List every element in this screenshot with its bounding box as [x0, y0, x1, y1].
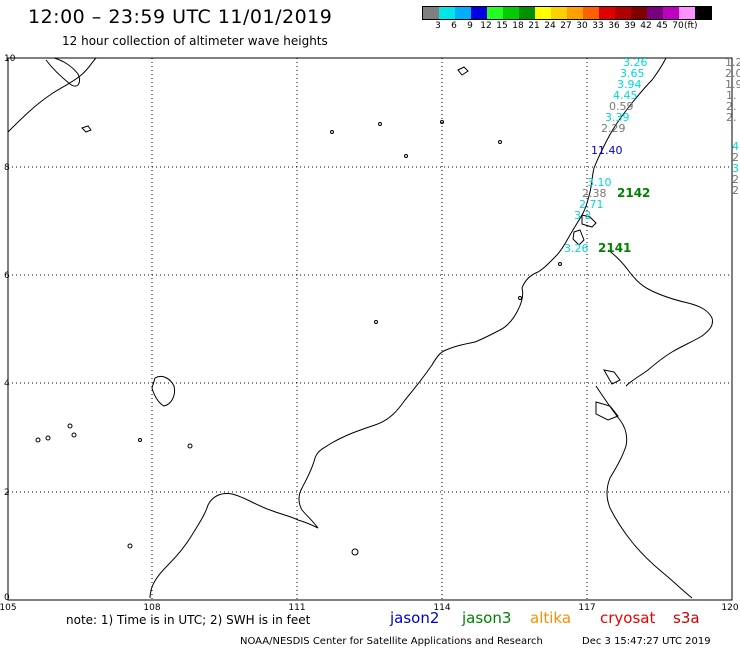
scale-label: 42 — [640, 21, 652, 31]
scale-label: 33 — [592, 21, 604, 31]
scale-swatch — [583, 7, 599, 19]
observation-label: 3 — [732, 162, 739, 175]
observation-label: 0.59 — [609, 100, 634, 113]
longitude-labels: 105 108 111 114 117 120 — [0, 603, 739, 613]
generated-timestamp: Dec 3 15:47:27 UTC 2019 — [582, 636, 711, 647]
observation-label: 2.29 — [601, 122, 626, 135]
legend-cryosat: cryosat — [600, 609, 656, 627]
islands — [35, 120, 562, 556]
track-label: 2142 — [617, 186, 650, 200]
scale-swatch — [551, 7, 567, 19]
scale-label: 39 — [624, 21, 636, 31]
map-subtitle: 12 hour collection of altimeter wave hei… — [62, 34, 328, 48]
lon-label: 114 — [433, 603, 450, 613]
units-note: note: 1) Time is in UTC; 2) SWH is in fe… — [66, 613, 311, 627]
map-title: 12:00 – 23:59 UTC 11/01/2019 — [28, 6, 333, 28]
scale-label: 45 — [656, 21, 668, 31]
scale-label: 18 — [512, 21, 524, 31]
lat-label: 0 — [4, 593, 10, 603]
scale-swatch — [599, 7, 615, 19]
scale-label: 36 — [608, 21, 620, 31]
scale-swatch — [567, 7, 583, 19]
observation-label: 1. — [726, 89, 737, 102]
scale-label: 15 — [496, 21, 508, 31]
scale-label: 30 — [576, 21, 588, 31]
lat-label: 10 — [4, 54, 16, 64]
lat-label: 4 — [4, 379, 10, 389]
scale-swatch — [663, 7, 679, 19]
scale-swatch — [503, 7, 519, 19]
lat-label: 6 — [4, 271, 10, 281]
lon-label: 108 — [143, 603, 160, 613]
scale-swatch — [647, 7, 663, 19]
scale-label: 6 — [451, 21, 457, 31]
scale-swatch — [679, 7, 695, 19]
observation-label: 11.40 — [591, 144, 623, 157]
scale-label: 3 — [435, 21, 441, 31]
scale-swatch — [695, 7, 711, 19]
scale-label: 21 — [528, 21, 540, 31]
observation-label: 3.26 — [564, 242, 589, 255]
observation-label: 2.71 — [579, 198, 604, 211]
scale-label: 12 — [480, 21, 492, 31]
wave-height-color-scale — [422, 6, 712, 20]
track-label: 2141 — [598, 241, 631, 255]
latitude-labels: 10 8 6 4 2 0 — [4, 54, 16, 603]
lon-label: 105 — [0, 603, 17, 613]
graticule — [8, 58, 732, 600]
scale-label: 9 — [467, 21, 473, 31]
legend-jason2: jason2 — [390, 609, 440, 627]
scale-swatch — [615, 7, 631, 19]
lon-label: 117 — [578, 603, 595, 613]
legend-altika: altika — [530, 609, 572, 627]
scale-label: 70 — [672, 21, 684, 31]
observation-label: 3.26 — [623, 56, 648, 69]
observation-label: 2.38 — [582, 187, 607, 200]
observation-label: 4 — [732, 140, 739, 153]
wave-height-scale-labels: 3 6 9 12 15 18 21 24 27 30 33 36 39 42 45 70 (ft) — [422, 21, 732, 35]
scale-label: 24 — [544, 21, 556, 31]
scale-swatch — [535, 7, 551, 19]
edge-observation-labels: 1.2 2.0 1.9 1. 2. 2. 4 2 3 2 2 — [725, 56, 740, 197]
observation-label: 3.65 — [620, 67, 645, 80]
observation-label: 3.10 — [587, 176, 612, 189]
observation-label: 2. — [726, 100, 737, 113]
coastline — [7, 57, 713, 599]
scale-swatch — [423, 7, 439, 19]
observation-label: 4.45 — [613, 89, 638, 102]
observation-label: 2 — [732, 151, 739, 164]
legend-jason3: jason3 — [462, 609, 512, 627]
map-frame — [7, 57, 733, 601]
scale-swatch — [631, 7, 647, 19]
scale-label: 27 — [560, 21, 572, 31]
observation-label: 3.39 — [605, 111, 630, 124]
scale-swatch — [439, 7, 455, 19]
observation-label: 2.0 — [725, 67, 740, 80]
scale-unit: (ft) — [684, 21, 698, 31]
lat-label: 2 — [4, 488, 10, 498]
observation-label: 3.2 — [574, 209, 592, 222]
scale-swatch — [455, 7, 471, 19]
lon-label: 120 — [721, 603, 738, 613]
credit-line: NOAA/NESDIS Center for Satellite Applica… — [240, 636, 543, 647]
observation-label: 2. — [726, 111, 737, 124]
scale-swatch — [487, 7, 503, 19]
observation-label: 2 — [732, 173, 739, 186]
legend-s3a: s3a — [673, 609, 700, 627]
lon-label: 111 — [288, 603, 305, 613]
observation-label: 1.9 — [725, 78, 740, 91]
observation-label: 1.2 — [725, 56, 740, 69]
scale-swatch — [471, 7, 487, 19]
observation-label: 3.94 — [617, 78, 642, 91]
observation-labels: 3.26 3.65 3.94 4.45 0.59 3.39 2.29 11.40… — [564, 56, 650, 255]
lat-label: 8 — [4, 163, 10, 173]
observation-label: 2 — [732, 184, 739, 197]
scale-swatch — [519, 7, 535, 19]
